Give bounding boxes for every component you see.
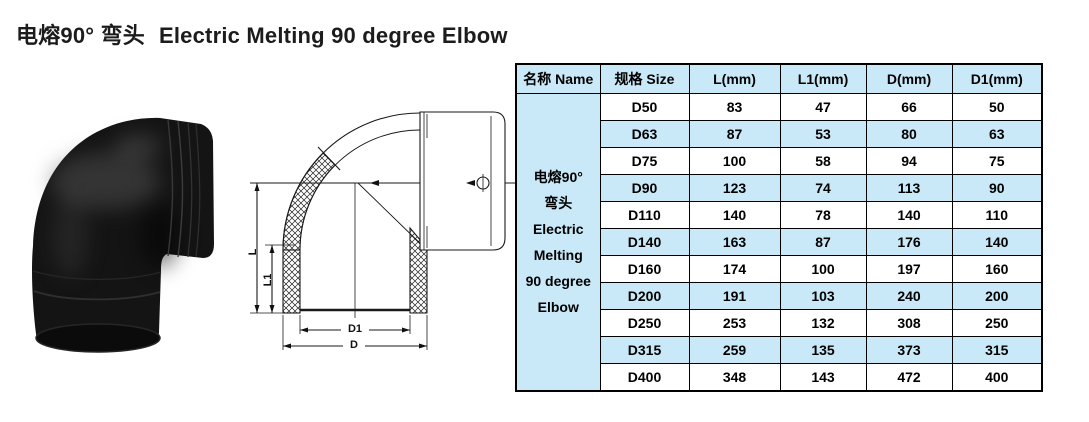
cell-l1: 53 xyxy=(779,120,867,148)
product-name-line: Electric xyxy=(532,221,584,237)
product-name-line: 弯头 xyxy=(544,195,573,211)
cell-d1: 90 xyxy=(951,174,1043,202)
cell-d1: 400 xyxy=(951,363,1043,392)
cell-l: 83 xyxy=(688,93,781,121)
spec-table: 名称 Name 规格 Size L(mm) L1(mm) D(mm) D1(mm) 电熔9… xyxy=(515,63,1043,392)
cell-size: D400 xyxy=(599,363,690,392)
cell-d1: 50 xyxy=(951,93,1043,121)
page-title-zh: 电熔90° 弯头 xyxy=(16,23,145,48)
cell-l: 253 xyxy=(688,309,781,337)
cell-l: 163 xyxy=(688,228,781,256)
column-header: 规格 Size xyxy=(599,63,690,94)
cell-d: 176 xyxy=(865,228,953,256)
cell-size: D75 xyxy=(599,147,690,175)
cell-l1: 74 xyxy=(779,174,867,202)
cell-l: 174 xyxy=(688,255,781,283)
cell-size: D110 xyxy=(599,201,690,229)
cell-d: 80 xyxy=(865,120,953,148)
cell-l1: 143 xyxy=(779,363,867,392)
cell-l1: 58 xyxy=(779,147,867,175)
cell-d: 373 xyxy=(865,336,953,364)
cell-l: 348 xyxy=(688,363,781,392)
cell-d: 308 xyxy=(865,309,953,337)
cell-l: 259 xyxy=(688,336,781,364)
cell-size: D90 xyxy=(599,174,690,202)
cell-d: 140 xyxy=(865,201,953,229)
cell-l1: 78 xyxy=(779,201,867,229)
dim-label-d: D xyxy=(350,339,358,351)
table-row: D140 163 87 176 140 xyxy=(516,228,1043,256)
product-name-line: Elbow xyxy=(537,299,579,315)
dim-label-l1: L1 xyxy=(262,274,274,287)
cell-d1: 200 xyxy=(951,282,1043,310)
cell-l1: 103 xyxy=(779,282,867,310)
cell-d: 94 xyxy=(865,147,953,175)
table-row: D315 259 135 373 315 xyxy=(516,336,1043,364)
cell-l: 123 xyxy=(688,174,781,202)
column-header: 名称 Name xyxy=(515,63,601,94)
cell-l: 100 xyxy=(688,147,781,175)
table-header-row: 名称 Name 规格 Size L(mm) L1(mm) D(mm) D1(mm) xyxy=(515,63,1043,94)
page-title: 电熔90° 弯头 Electric Melting 90 degree Elbow xyxy=(16,18,508,50)
cell-d: 66 xyxy=(865,93,953,121)
cell-d: 197 xyxy=(865,255,953,283)
cell-l1: 87 xyxy=(779,228,867,256)
column-header: D(mm) xyxy=(865,63,953,94)
elbow-section-diagram: L L1 D1 D xyxy=(247,111,518,351)
cell-d: 472 xyxy=(865,363,953,392)
cell-l: 140 xyxy=(688,201,781,229)
product-name-cell: 电熔90° 弯头 Electric Melting 90 degree Elbow xyxy=(515,93,601,392)
table-row: D400 348 143 472 400 xyxy=(516,363,1043,392)
cell-d: 113 xyxy=(865,174,953,202)
cell-size: D63 xyxy=(599,120,690,148)
cell-d1: 140 xyxy=(951,228,1043,256)
cell-size: D160 xyxy=(599,255,690,283)
cell-d1: 110 xyxy=(951,201,1043,229)
cell-d1: 63 xyxy=(951,120,1043,148)
cell-size: D200 xyxy=(599,282,690,310)
cell-d1: 315 xyxy=(951,336,1043,364)
dim-label-d1: D1 xyxy=(348,323,362,335)
cell-l1: 135 xyxy=(779,336,867,364)
page-title-en: Electric Melting 90 degree Elbow xyxy=(158,23,508,48)
cell-l: 191 xyxy=(688,282,781,310)
cell-d1: 75 xyxy=(951,147,1043,175)
cell-size: D315 xyxy=(599,336,690,364)
cell-size: D140 xyxy=(599,228,690,256)
cell-l1: 132 xyxy=(779,309,867,337)
product-name-line: Melting xyxy=(533,247,583,263)
column-header: L(mm) xyxy=(688,63,781,94)
cell-l1: 47 xyxy=(779,93,867,121)
cell-size: D250 xyxy=(599,309,690,337)
cell-size: D50 xyxy=(599,93,690,121)
table-row: D160 174 100 197 160 xyxy=(516,255,1043,283)
column-header: L1(mm) xyxy=(779,63,867,94)
table-row: 电熔90° 弯头 Electric Melting 90 degree Elbow D50 8… xyxy=(515,93,1043,392)
product-photo xyxy=(10,86,238,358)
table-row: D200 191 103 240 200 xyxy=(516,282,1043,310)
product-name-line: 90 degree xyxy=(525,273,591,289)
cell-d1: 250 xyxy=(951,309,1043,337)
elbow-photo-illustration xyxy=(32,117,214,353)
product-name-line: 电熔90° xyxy=(533,169,583,185)
spec-table-container: 名称 Name 规格 Size L(mm) L1(mm) D(mm) D1(mm) 电熔9… xyxy=(515,63,1043,392)
table-row: D250 253 132 308 250 xyxy=(516,309,1043,337)
column-header: D1(mm) xyxy=(951,63,1043,94)
cell-l: 87 xyxy=(688,120,781,148)
table-row: D63 87 53 80 63 xyxy=(516,120,1043,148)
dim-label-l: L xyxy=(247,248,259,255)
table-row: D110 140 78 140 110 xyxy=(516,201,1043,229)
cell-d1: 160 xyxy=(951,255,1043,283)
technical-drawing: L L1 D1 D xyxy=(238,80,523,372)
cell-l1: 100 xyxy=(779,255,867,283)
table-row: D90 123 74 113 90 xyxy=(516,174,1043,202)
cell-d: 240 xyxy=(865,282,953,310)
